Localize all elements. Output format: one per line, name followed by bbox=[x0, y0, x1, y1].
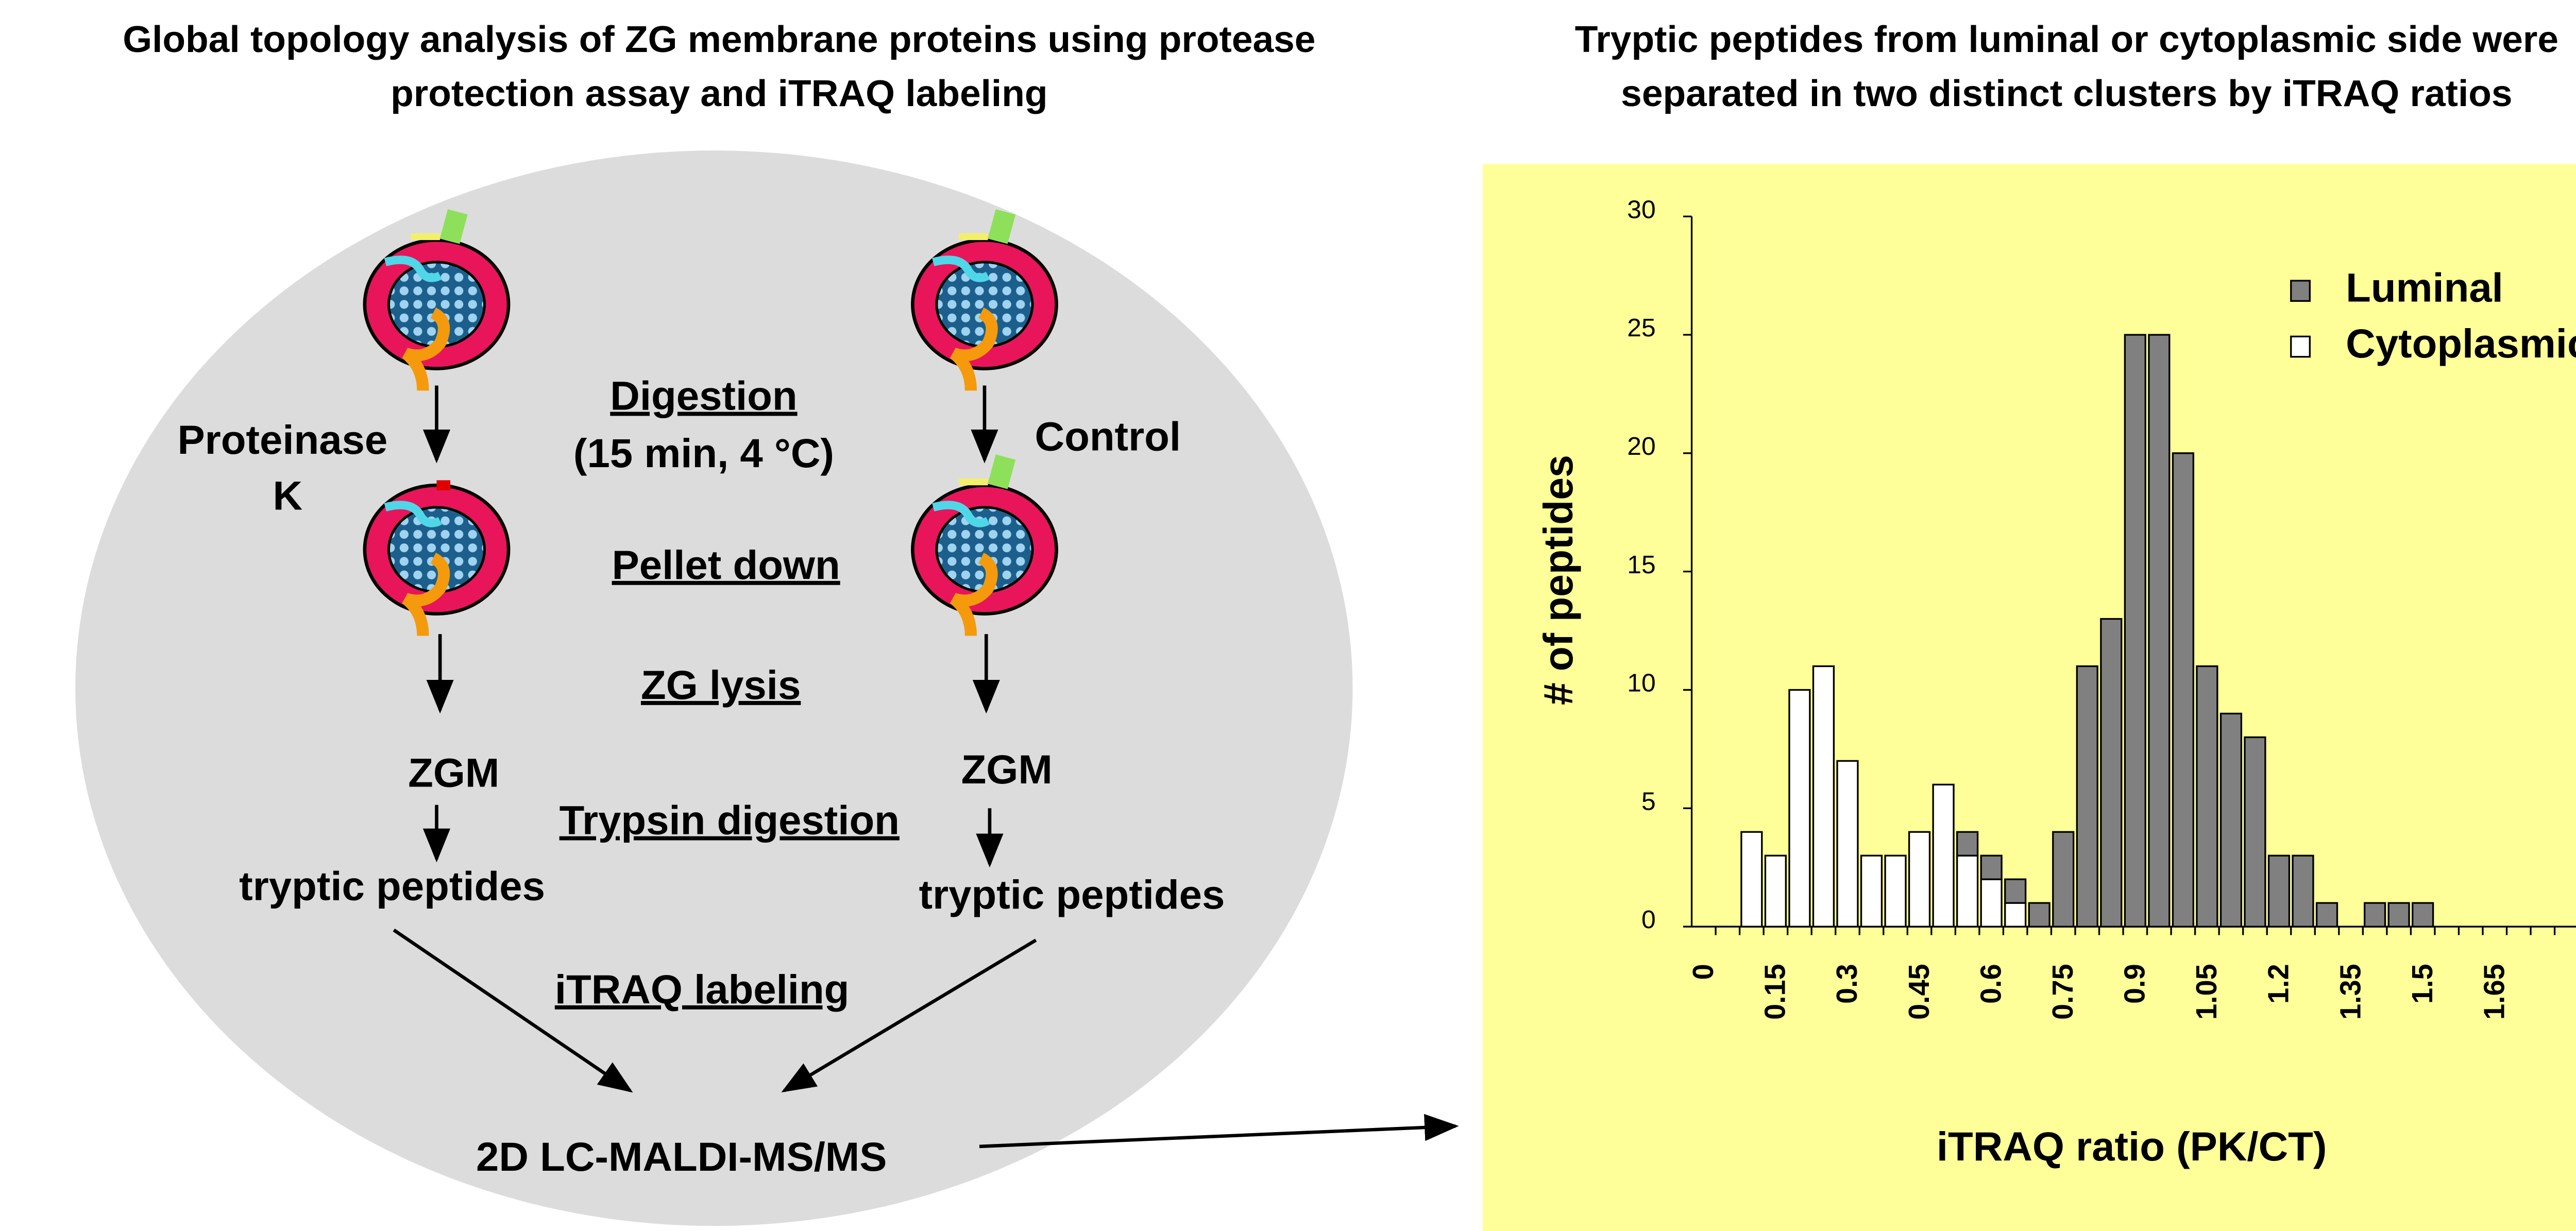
protein bbox=[950, 307, 998, 391]
bar bbox=[2292, 854, 2314, 928]
bar bbox=[1956, 831, 1979, 857]
x-axis-label: iTRAQ ratio (PK/CT) bbox=[1937, 1124, 2327, 1169]
arrows bbox=[393, 385, 1459, 1149]
vesicle-icon bbox=[363, 480, 511, 636]
arrow bbox=[979, 1114, 1459, 1149]
y-tick-label: 10 bbox=[1627, 669, 1655, 697]
bar bbox=[2387, 902, 2410, 928]
protein bbox=[436, 480, 451, 491]
product-label: tryptic peptides bbox=[239, 863, 545, 909]
y-tick-label: 30 bbox=[1627, 196, 1655, 224]
arrow bbox=[781, 938, 1037, 1092]
bar bbox=[1932, 783, 1955, 928]
bar bbox=[1980, 854, 2003, 880]
step-label: Trypsin digestion bbox=[560, 797, 900, 843]
bar bbox=[2004, 878, 2027, 904]
y-tick-label: 0 bbox=[1641, 906, 1656, 934]
vesicle-icon bbox=[363, 209, 511, 391]
legend-label: Luminal bbox=[2346, 265, 2503, 310]
background-ellipse bbox=[75, 150, 1353, 1226]
chart-background bbox=[1483, 164, 2576, 1231]
x-tick-label: 1.2 bbox=[2262, 964, 2294, 1004]
legend-swatch bbox=[2290, 335, 2311, 358]
x-tick-label: 0.3 bbox=[1831, 964, 1863, 1004]
x-tick-label: 1.05 bbox=[2190, 964, 2223, 1020]
bar bbox=[2148, 334, 2171, 928]
protein bbox=[439, 209, 468, 244]
bar bbox=[1956, 854, 1979, 928]
vesicle-icon bbox=[911, 454, 1058, 636]
y-tick-label: 25 bbox=[1627, 314, 1655, 342]
diagram-title: protection assay and iTRAQ labeling bbox=[391, 73, 1047, 115]
x-tick-label: 1.5 bbox=[2406, 964, 2438, 1004]
bar bbox=[1884, 854, 1907, 928]
x-tick-label: 0.75 bbox=[2046, 964, 2079, 1020]
bar bbox=[2124, 334, 2146, 928]
bar bbox=[1908, 831, 1931, 928]
bar bbox=[2267, 854, 2291, 928]
bar bbox=[1860, 854, 1883, 928]
y-tick-label: 15 bbox=[1627, 551, 1655, 579]
step-label: Digestion bbox=[610, 373, 797, 418]
y-tick-label: 20 bbox=[1627, 432, 1655, 460]
bar bbox=[1788, 689, 1811, 928]
protein bbox=[932, 501, 990, 527]
treatment-label: Control bbox=[1035, 414, 1181, 459]
bar bbox=[2412, 902, 2434, 928]
fraction-label: ZGM bbox=[961, 747, 1053, 792]
bar bbox=[2196, 665, 2218, 928]
chart-title: separated in two distinct clusters by iT… bbox=[1621, 73, 2512, 115]
bar bbox=[1980, 878, 2003, 928]
chart-title: Tryptic peptides from luminal or cytopla… bbox=[1575, 19, 2558, 61]
x-tick-label: 0.6 bbox=[1974, 964, 2007, 1004]
x-tick-label: 1.65 bbox=[2478, 964, 2510, 1020]
bar bbox=[2315, 902, 2338, 928]
bar bbox=[2244, 736, 2266, 928]
fraction-label: ZGM bbox=[408, 750, 499, 795]
bar bbox=[2100, 618, 2123, 928]
step-label: (15 min, 4 °C) bbox=[573, 431, 834, 476]
bar bbox=[1812, 665, 1835, 928]
x-tick-label: 0 bbox=[1687, 964, 1719, 980]
step-label: Pellet down bbox=[612, 542, 840, 587]
vesicle-icon bbox=[911, 209, 1058, 391]
legend-label: Cytoplasmic bbox=[2346, 320, 2576, 366]
x-tick-label: 0.9 bbox=[2118, 964, 2150, 1004]
bar bbox=[2219, 712, 2243, 928]
legend-swatch bbox=[2290, 280, 2311, 302]
step-label: iTRAQ labeling bbox=[555, 966, 850, 1012]
bar bbox=[2172, 452, 2194, 928]
bar bbox=[2052, 831, 2075, 928]
bar bbox=[1740, 831, 1763, 928]
arrow bbox=[393, 928, 633, 1093]
x-tick-label: 0.15 bbox=[1758, 964, 1791, 1020]
y-tick-label: 5 bbox=[1641, 788, 1656, 816]
bar bbox=[1836, 760, 1859, 928]
protein bbox=[988, 209, 1016, 244]
vesicles bbox=[363, 209, 1058, 636]
bar bbox=[2364, 902, 2386, 928]
protein bbox=[932, 255, 990, 282]
chart: 0 5 10 15 20 25 30 0 0.15 0.3 0.45 0.6 0.75 0.9 1.05 1.… bbox=[1535, 196, 2576, 1169]
x-tick-label: 1.35 bbox=[2334, 964, 2366, 1020]
protein bbox=[402, 553, 450, 636]
step-label: ZG lysis bbox=[641, 662, 801, 707]
bar bbox=[2076, 665, 2098, 928]
protein bbox=[402, 307, 450, 391]
bar bbox=[2028, 902, 2050, 928]
bar bbox=[1764, 854, 1787, 928]
bar bbox=[2004, 902, 2027, 928]
diagram-title: Global topology analysis of ZG membrane … bbox=[123, 19, 1315, 61]
analysis-label: 2D LC-MALDI-MS/MS bbox=[476, 1134, 887, 1179]
protein bbox=[950, 553, 998, 636]
product-label: tryptic peptides bbox=[919, 872, 1225, 917]
treatment-label: K bbox=[273, 473, 303, 518]
treatment-label: Proteinase bbox=[177, 417, 387, 462]
protein bbox=[384, 501, 442, 527]
x-tick-label: 0.45 bbox=[1903, 964, 1935, 1020]
protein bbox=[384, 255, 442, 282]
y-axis-label: # of peptides bbox=[1535, 455, 1582, 705]
